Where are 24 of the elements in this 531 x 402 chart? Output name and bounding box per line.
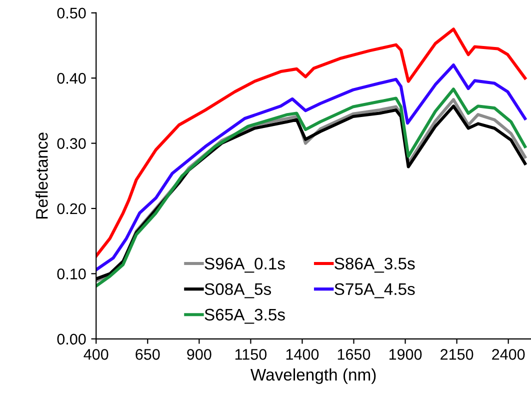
x-tick-label: 1150 [235,349,267,360]
legend-label: S65A_3.5s [204,308,285,324]
legend-label: S86A_3.5s [334,258,415,273]
y-tick-label: 0.50 [57,8,86,19]
x-tick-label: 400 [84,349,108,360]
legend-label: S75A_4.5s [334,283,415,298]
x-tick-label: 1400 [286,349,319,360]
x-tick-label: 2150 [440,349,474,360]
legend-label: S08A_5s [204,283,272,298]
y-tick-label: 0.20 [57,203,86,214]
x-tick-label: 1900 [389,349,422,360]
legend-label: S96A_0.1s [204,258,285,273]
y-tick-label: 0.10 [57,268,86,280]
y-tick-label: 0.40 [57,72,86,84]
y-tick-label: 0.00 [57,334,86,345]
x-tick-label: 650 [136,349,160,360]
y-tick-label: 0.30 [57,138,86,149]
y-axis-title: Reflectance [36,132,48,219]
x-tick-label: 900 [187,349,212,360]
line-series [96,28,527,258]
x-tick-label: 1650 [338,349,370,360]
x-axis-title: Wavelength (nm) [250,368,376,384]
line-series [96,64,527,272]
x-tick-label: 2400 [492,349,525,360]
